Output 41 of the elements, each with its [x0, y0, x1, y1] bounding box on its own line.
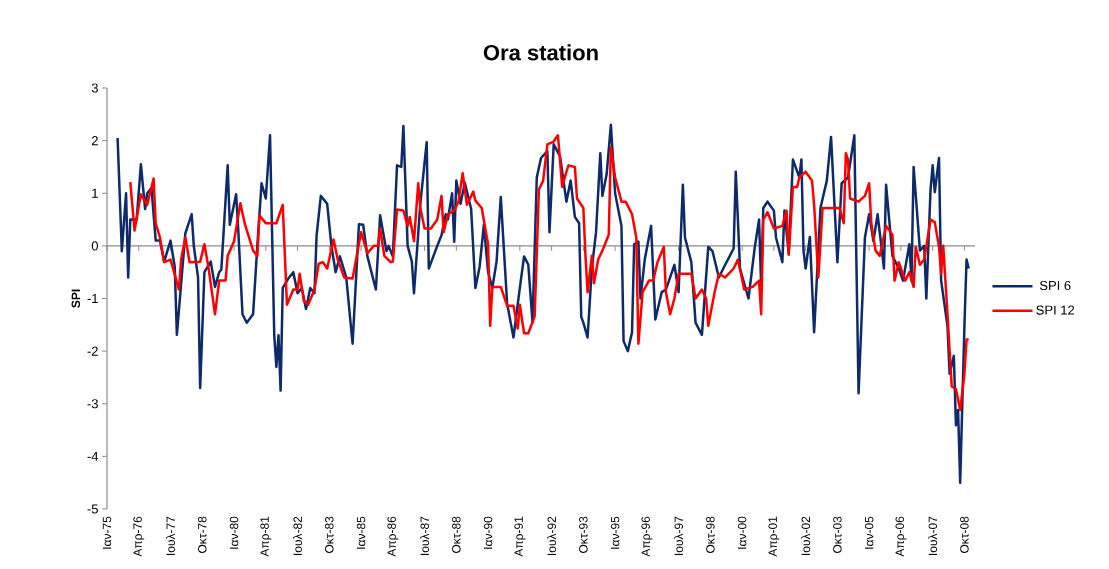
- x-tick-label: Ιαν-80: [229, 516, 239, 549]
- x-tick-label: Ιουλ-77: [166, 516, 175, 555]
- x-tick-label: Οκτ-93: [579, 516, 588, 554]
- x-tick-label: Ιαν-95: [610, 516, 620, 549]
- y-tick-label: -4: [87, 451, 99, 461]
- x-tick-label: Ιουλ-87: [420, 516, 429, 555]
- x-tick-label: Απρ-91: [514, 516, 526, 557]
- x-tick-label: Ιουλ-07: [928, 516, 938, 555]
- x-tick-label: Ιουλ-02: [801, 516, 811, 555]
- x-tick-label: Ιαν-00: [737, 516, 747, 549]
- y-axis-title: SPI: [71, 289, 81, 308]
- x-tick-label: Οκτ-03: [833, 516, 842, 554]
- x-tick-label: Απρ-06: [895, 516, 907, 557]
- y-tick-label: -2: [87, 346, 98, 356]
- y-tick-label: -5: [87, 504, 98, 514]
- x-tick-label: Ιουλ-92: [547, 516, 556, 555]
- x-tick-label: Οκτ-08: [960, 516, 969, 554]
- x-tick-label: Απρ-81: [260, 516, 272, 557]
- y-tick-label: 1: [92, 188, 98, 198]
- chart-title: Ora station: [483, 44, 598, 61]
- x-tick-label: Απρ-76: [133, 516, 145, 557]
- y-tick-label: -1: [87, 294, 98, 303]
- x-tick-label: Οκτ-98: [706, 516, 715, 554]
- x-tick-label: Οκτ-88: [452, 516, 461, 554]
- x-tick-label: Απρ-86: [387, 516, 399, 557]
- x-tick-label: Οκτ-78: [198, 516, 207, 554]
- x-tick-label: Ιουλ-97: [674, 516, 684, 555]
- x-tick-label: Οκτ-83: [325, 516, 334, 554]
- y-tick-label: 0: [91, 241, 98, 251]
- x-tick-label: Απρ-96: [641, 516, 653, 557]
- x-tick-label: Ιαν-05: [864, 516, 874, 549]
- y-tick-label: 3: [91, 83, 98, 93]
- x-tick-label: Ιαν-90: [483, 516, 493, 549]
- y-tick-label: -3: [87, 399, 98, 409]
- x-tick-label: Ιαν-75: [102, 516, 112, 549]
- legend-label: SPI 6: [1039, 280, 1071, 291]
- x-tick-label: Ιουλ-82: [293, 516, 302, 555]
- legend-label: SPI 12: [1036, 305, 1075, 315]
- x-tick-label: Απρ-01: [768, 516, 780, 557]
- x-tick-label: Ιαν-85: [356, 516, 366, 549]
- y-tick-label: 2: [91, 136, 98, 146]
